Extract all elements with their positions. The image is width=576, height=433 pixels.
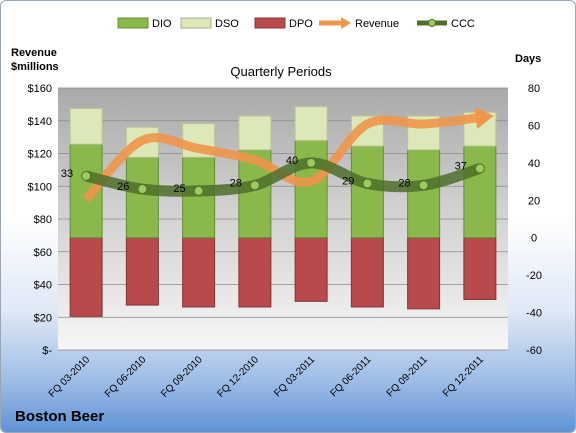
bar-dpo	[294, 237, 328, 302]
ccc-point	[306, 157, 317, 168]
legend-label: DIO	[152, 18, 172, 30]
left-axis-label-line1: Revenue	[11, 47, 57, 59]
bar-dpo	[182, 237, 216, 308]
right-tick-label: 0	[531, 233, 537, 245]
left-tick-label: $100	[28, 181, 52, 193]
bar-dio	[407, 149, 441, 239]
legend-swatch-revenue-arrow	[341, 17, 351, 29]
category-label: FQ 09-2011	[385, 354, 430, 399]
left-tick-label: $140	[28, 116, 52, 128]
legend-swatch-dio	[117, 17, 149, 29]
category-labels: FQ 03-2010 FQ 06-2010 FQ 09-2010 FQ 12-2010…	[47, 354, 487, 400]
left-tick-label: $120	[28, 149, 52, 161]
category-label: FQ 06-2011	[329, 354, 374, 399]
legend-swatch-ccc-marker	[428, 19, 436, 27]
right-axis-label: Days	[515, 53, 541, 65]
left-tick-label: $40	[34, 280, 52, 292]
bar-dpo	[350, 237, 384, 308]
bar-dio	[182, 156, 216, 239]
category-label: FQ 06-2010	[103, 354, 149, 400]
left-tick-label: $80	[34, 214, 52, 226]
legend-label: DSO	[215, 18, 239, 30]
bar-dso	[238, 115, 272, 151]
bar-dso	[69, 108, 103, 145]
category-label: FQ 12-2010	[215, 354, 261, 400]
left-tick-label: $160	[28, 83, 52, 95]
legend-label: Revenue	[355, 18, 399, 30]
right-tick-label: 60	[528, 120, 540, 132]
ccc-data-label: 37	[455, 160, 467, 172]
lines: 33 26 25 28 40 29 28 37	[61, 107, 494, 203]
bars	[69, 106, 497, 317]
ccc-data-label: 29	[342, 175, 354, 187]
revenue-arrowhead	[474, 107, 494, 129]
right-tick-label: -60	[526, 345, 542, 357]
ccc-data-label: 26	[117, 181, 129, 193]
right-tick-label: 80	[528, 83, 540, 95]
left-tick-label: $20	[34, 312, 52, 324]
ccc-data-label: 40	[286, 155, 298, 167]
right-axis-ticks: -60 -40 -20 0 20 40 60 80	[526, 83, 542, 357]
category-label: FQ 12-2011	[441, 354, 486, 399]
ccc-data-label: 25	[173, 183, 185, 195]
bar-dpo	[125, 237, 159, 306]
bar-dpo	[238, 237, 272, 308]
bar-dpo	[407, 237, 441, 310]
legend-label: DPO	[289, 18, 313, 30]
ccc-point	[193, 185, 204, 196]
bar-dpo	[463, 237, 497, 300]
category-label: FQ 09-2010	[159, 354, 205, 400]
bar-dio	[125, 156, 159, 239]
bar-dio	[294, 139, 328, 239]
legend-label: CCC	[451, 18, 475, 30]
ccc-point	[137, 184, 148, 195]
category-label: FQ 03-2011	[272, 354, 317, 399]
bar-dio	[350, 145, 384, 239]
right-tick-label: 40	[528, 158, 540, 170]
chart-title: Quarterly Periods	[230, 64, 332, 79]
ccc-point	[418, 180, 429, 191]
legend-swatch-dso	[180, 17, 212, 29]
left-tick-label: $-	[42, 345, 52, 357]
right-tick-label: 20	[528, 195, 540, 207]
ccc-point	[81, 170, 92, 181]
ccc-data-label: 28	[398, 177, 410, 189]
legend: DIO DSO DPO Revenue CCC	[117, 17, 475, 30]
ccc-data-label: 28	[230, 177, 242, 189]
right-tick-label: -20	[526, 270, 542, 282]
legend-swatch-dpo	[254, 17, 286, 29]
ccc-data-label: 33	[61, 168, 73, 180]
left-tick-label: $60	[34, 247, 52, 259]
ccc-point	[474, 163, 485, 174]
ccc-point	[362, 178, 373, 189]
category-label: FQ 03-2010	[47, 354, 93, 400]
ccc-point	[249, 180, 260, 191]
right-tick-label: -40	[526, 308, 542, 320]
bar-dso	[294, 106, 328, 141]
bar-dio	[463, 145, 497, 239]
left-axis-label-line2: $millions	[11, 61, 59, 73]
left-axis-ticks: $- $20 $40 $60 $80 $100 $120 $140 $160	[28, 83, 53, 357]
company-name: Boston Beer	[15, 408, 104, 425]
bar-dpo	[69, 237, 103, 317]
